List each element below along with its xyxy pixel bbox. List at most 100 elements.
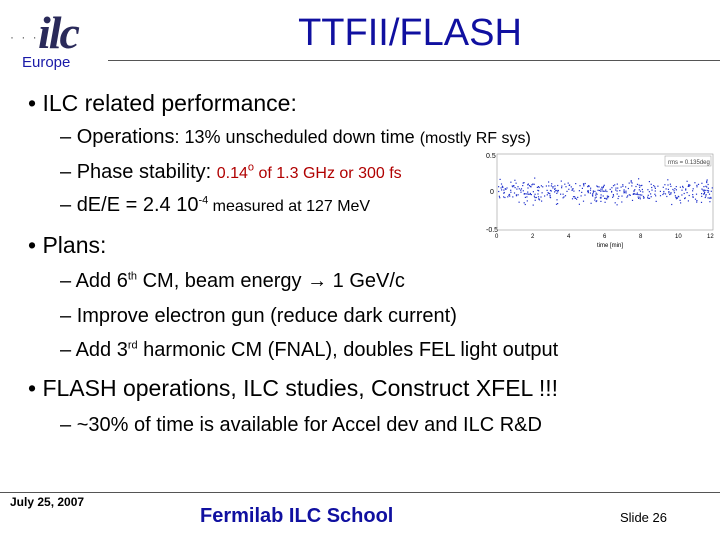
plot-point (636, 183, 639, 185)
plot-point (625, 186, 627, 188)
plot-point (643, 197, 645, 199)
plot-point (523, 182, 525, 184)
plot-point (638, 178, 640, 180)
plot-point (518, 188, 520, 190)
plot-point (625, 192, 627, 194)
plot-point (694, 198, 697, 200)
plot-point (701, 195, 703, 197)
plot-point (682, 185, 684, 187)
plot-point (546, 189, 548, 191)
plot-point (555, 203, 558, 205)
plot-point (614, 184, 616, 186)
plot-point (615, 187, 617, 189)
plot-point (669, 193, 671, 196)
plot-point (686, 180, 688, 182)
plot-point (554, 187, 556, 190)
sub-item-operations: – Operations: 13% unscheduled down time … (60, 126, 531, 148)
plot-point (708, 193, 711, 195)
plot-point (647, 196, 649, 198)
plot-point (572, 196, 575, 198)
plot-legend: rms = 0.135deg (668, 160, 710, 166)
plot-point (604, 197, 606, 199)
plot-point (510, 191, 512, 193)
plot-point (529, 192, 531, 195)
plot-point (527, 183, 529, 185)
plot-point (514, 187, 516, 189)
slide-number: Slide 26 (620, 510, 667, 525)
plot-point (527, 191, 529, 193)
plot-point (622, 185, 624, 187)
plot-point (654, 193, 656, 195)
plot-point (679, 199, 681, 201)
plot-point (641, 188, 643, 191)
plot-point (527, 184, 529, 186)
plot-point (639, 196, 641, 198)
plot-point (598, 186, 600, 188)
plot-point (557, 203, 559, 205)
plot-point (678, 196, 680, 198)
plot-point (600, 194, 602, 196)
plot-point (675, 189, 677, 191)
plot-point (594, 190, 596, 192)
plot-point (566, 190, 568, 192)
plot-point (596, 193, 598, 195)
plot-point (508, 193, 511, 196)
plot-point (595, 194, 597, 196)
plot-frame (496, 153, 714, 231)
logo-mark: ilc (38, 7, 80, 58)
plot-point (606, 195, 608, 197)
plot-point (510, 181, 512, 183)
arrow-icon: → (307, 270, 328, 292)
plot-point (639, 198, 641, 200)
plot-point (611, 190, 613, 192)
plot-point (706, 181, 708, 184)
plot-point (582, 183, 585, 185)
plot-point (654, 186, 656, 188)
plot-point (592, 193, 594, 195)
plot-point (537, 196, 540, 198)
plot-point (706, 186, 708, 188)
plot-point (604, 201, 606, 203)
plot-point (629, 194, 631, 196)
plot-point (596, 185, 598, 187)
plot-point (673, 192, 676, 194)
plot-point (706, 180, 708, 182)
plot-point (538, 186, 540, 189)
plot-point (618, 195, 620, 197)
plot-point (501, 189, 503, 191)
plot-point (591, 194, 594, 196)
plot-point (587, 190, 589, 192)
plot-point (704, 196, 706, 199)
plot-point (708, 190, 710, 192)
plot-point (707, 191, 709, 193)
plot-point (584, 194, 586, 196)
plot-point (663, 190, 665, 193)
plot-point (557, 191, 559, 193)
plot-point (507, 196, 509, 198)
plot-point (635, 185, 637, 188)
plot-point (602, 185, 605, 187)
plot-point (630, 181, 632, 183)
plot-point (534, 193, 536, 195)
phase-stability-plot: 0.5 0 -0.5 rms = 0.135deg 0 2 4 6 8 10 12 time… (486, 153, 714, 249)
plot-point (556, 199, 558, 201)
plot-point (655, 200, 657, 202)
plot-point (657, 185, 659, 187)
plot-point (584, 182, 586, 185)
plot-point (710, 190, 712, 192)
plot-point (662, 186, 664, 188)
plot-point (520, 189, 522, 191)
plot-point (682, 186, 684, 189)
plot-point (524, 203, 526, 206)
plot-point (562, 193, 564, 195)
plot-legend-box (664, 155, 712, 167)
plot-point (503, 196, 505, 198)
plot-point (565, 186, 567, 188)
plot-point (635, 193, 637, 195)
plot-point (623, 189, 625, 191)
plot-point (522, 190, 524, 192)
plot-point (687, 200, 689, 202)
plot-point (533, 195, 535, 197)
plot-point (594, 199, 596, 201)
ytick-label: -0.5 (486, 227, 498, 234)
